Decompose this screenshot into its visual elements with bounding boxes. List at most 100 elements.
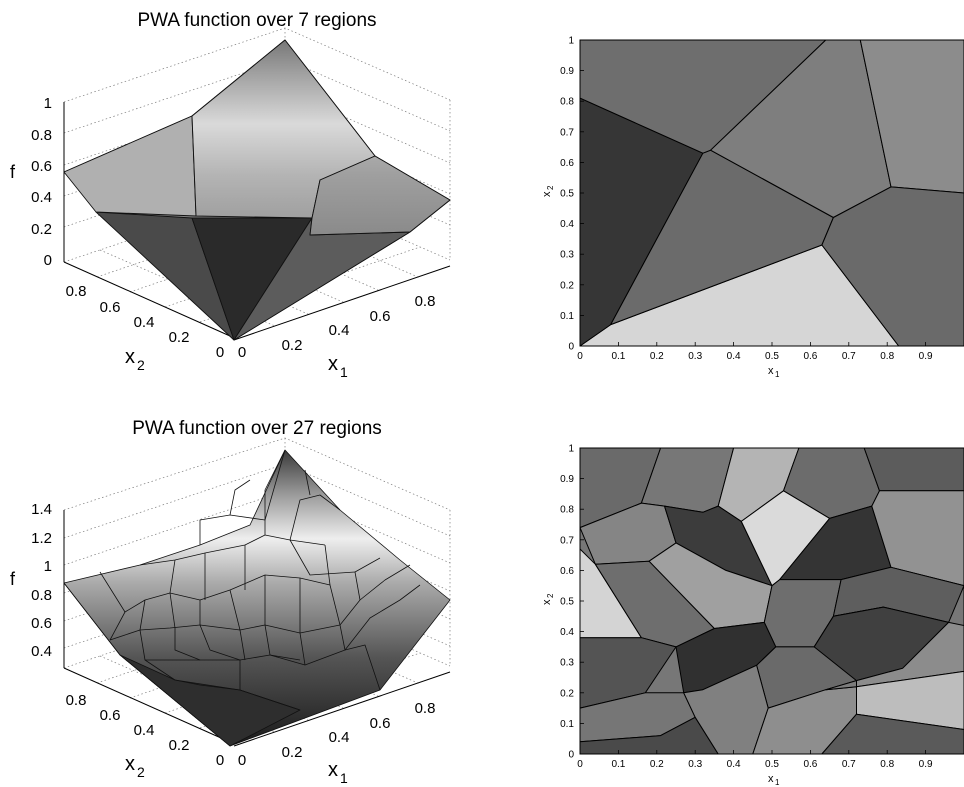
x-tick-label: 0.4: [727, 351, 741, 362]
x-tick-label: 0.3: [688, 759, 702, 770]
y-tick: 0.6: [100, 707, 121, 724]
y-tick-label: 0.1: [560, 311, 574, 322]
z-tick: 0.6: [31, 158, 52, 175]
y-tick-label: 0.4: [560, 219, 574, 230]
y-tick-label: 0.4: [560, 627, 574, 638]
x-tick-label: 0.7: [842, 351, 856, 362]
x-tick-label: 0: [577, 759, 583, 770]
y-tick-label: 0.6: [560, 566, 574, 577]
y-axis-label-main: x: [125, 346, 135, 368]
z-tick: 1.4: [31, 501, 52, 518]
surface-ticks-27: 0.4 0.6 0.8 1 1.2 1.4 0 0.2 0.4 0.6 0.8 …: [31, 501, 435, 769]
y-tick-label: 0.2: [560, 688, 574, 699]
x-tick-label: 0.1: [611, 351, 625, 362]
y-tick-label: 0.5: [560, 597, 574, 608]
surface-mesh-27: [63, 449, 451, 747]
surface-patch: [63, 115, 197, 217]
surface-title-7: PWA function over 7 regions: [137, 10, 376, 31]
y-tick: 0.2: [169, 329, 190, 346]
x-axis-label-main: x: [328, 759, 338, 781]
x-tick: 0.6: [370, 715, 391, 732]
surface-axes-7: [63, 102, 451, 341]
y-tick: 0: [216, 344, 224, 361]
z-tick: 0.8: [31, 587, 52, 604]
x-axis-label: x 1: [328, 353, 348, 380]
z-axis-label: f: [10, 569, 16, 589]
region-partition-27: 0 0.1 0.2 0.3 0.4 0.5 0.6 0.7 0.8 0.9 0 0.1 0.2 0.3 0.…: [541, 444, 964, 787]
surface-ticks-7: 0 0.2 0.4 0.6 0.8 1 0 0.2 0.4 0.6 0.8 0 …: [31, 95, 435, 361]
y-tick: 0: [216, 752, 224, 769]
y-axis-label: x2: [541, 185, 555, 197]
z-tick: 0.4: [31, 189, 52, 206]
y-tick-label: 0.6: [560, 158, 574, 169]
region-partition-7: 0 0.1 0.2 0.3 0.4 0.5 0.6 0.7 0.8 0.9 0 0.1 0.2 0.3 0.…: [541, 36, 964, 379]
z-tick: 1.2: [31, 530, 52, 547]
y-axis-label-sub: 2: [137, 764, 145, 780]
x-axis-label-sub: 1: [340, 770, 348, 786]
y-axis-label: x2: [541, 593, 555, 605]
y-tick-label: 0.8: [560, 97, 574, 108]
x-tick-label: 0.5: [765, 351, 779, 362]
y-tick: 0.4: [134, 314, 155, 331]
x-tick: 0.8: [415, 293, 436, 310]
x-tick: 0.8: [415, 700, 436, 717]
y-tick-label: 1: [568, 36, 574, 47]
x-tick-label: 0.9: [919, 759, 933, 770]
x-tick: 0.4: [329, 729, 350, 746]
x-tick-label: 0.6: [803, 351, 817, 362]
z-tick: 1: [44, 95, 52, 112]
x-tick: 0: [238, 344, 246, 361]
y-tick-label: 0.9: [560, 66, 574, 77]
x-axis-label: x 1: [328, 759, 348, 786]
y-tick-label: 0.1: [560, 719, 574, 730]
z-tick: 0.8: [31, 127, 52, 144]
x-tick-label: 0: [577, 351, 583, 362]
z-tick: 0.2: [31, 221, 52, 238]
y-tick-label: 0: [568, 750, 574, 761]
z-axis-label: f: [10, 162, 16, 182]
y-axis-label-sub: 2: [137, 357, 145, 373]
surface-patch: [309, 155, 451, 236]
x-tick: 0.2: [282, 337, 303, 354]
surface-axes-27: [63, 510, 451, 747]
x-tick-label: 0.3: [688, 351, 702, 362]
y-tick-label: 0.3: [560, 250, 574, 261]
y-tick: 0.4: [134, 722, 155, 739]
y-tick-label: 0.7: [560, 127, 574, 138]
y-tick-label: 0.9: [560, 474, 574, 485]
surface-plot-7-regions: PWA function over 7 regions: [10, 10, 451, 380]
surface-mesh-7: [63, 39, 451, 341]
x-axis-label-main: x: [328, 353, 338, 375]
y-tick: 0.8: [66, 283, 87, 300]
x-axis-label-sub: 1: [775, 370, 780, 379]
y-tick-label: 0.3: [560, 658, 574, 669]
y-tick-label: 0.2: [560, 280, 574, 291]
surface-title-27: PWA function over 27 regions: [132, 418, 382, 439]
y-tick-label: 0.5: [560, 189, 574, 200]
surface-plot-27-regions: PWA function over 27 regions: [10, 418, 451, 786]
y-tick: 0.6: [100, 299, 121, 316]
z-tick: 1: [44, 558, 52, 575]
x-tick-label: 0.6: [803, 759, 817, 770]
x-tick: 0.6: [370, 308, 391, 325]
y-axis-label-main: x: [541, 599, 553, 605]
x-axis-label-sub: 1: [775, 778, 780, 787]
x-axis-label: x: [768, 773, 774, 785]
z-tick: 0.4: [31, 643, 52, 660]
x-tick: 0.2: [282, 744, 303, 761]
x-tick-label: 0.2: [650, 351, 664, 362]
y-tick-label: 1: [568, 444, 574, 455]
y-axis-label: x 2: [125, 753, 145, 780]
x-tick-label: 0.4: [727, 759, 741, 770]
x-axis-label-sub: 1: [340, 364, 348, 380]
x-tick-label: 0.2: [650, 759, 664, 770]
x-tick-label: 0.1: [611, 759, 625, 770]
y-axis-label-sub: 2: [546, 593, 555, 598]
x-tick-label: 0.7: [842, 759, 856, 770]
y-tick-label: 0: [568, 342, 574, 353]
x-tick-label: 0.5: [765, 759, 779, 770]
x-axis-label: x: [768, 365, 774, 377]
y-axis-label-main: x: [125, 753, 135, 775]
z-tick: 0.6: [31, 615, 52, 632]
